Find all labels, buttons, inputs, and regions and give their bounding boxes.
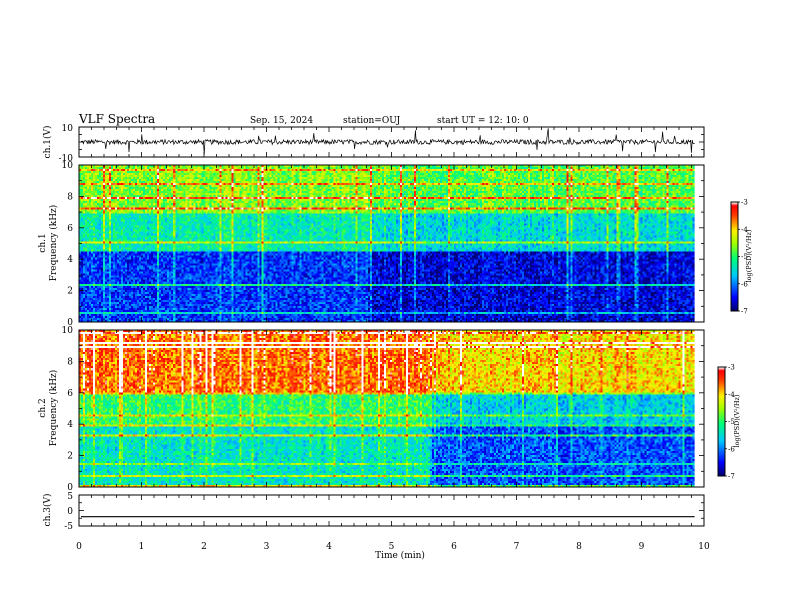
colorbar-tick-label: -5 bbox=[728, 418, 735, 426]
x-tick-label: 3 bbox=[264, 542, 270, 552]
frequency-tick-label: 0 bbox=[67, 483, 73, 493]
spec1-ylabel: Frequency (kHz) bbox=[48, 205, 59, 282]
ch1-ytick-bottom: -10 bbox=[59, 154, 74, 164]
spec1-tick-marks bbox=[78, 164, 705, 323]
ch3-ytick-bottom: -5 bbox=[64, 522, 73, 532]
spec1-colorbar bbox=[731, 202, 738, 311]
x-axis-label: Time (min) bbox=[375, 550, 425, 561]
spec1-ytick-labels: 0 2 4 6 8 10 bbox=[62, 161, 74, 328]
x-tick-label: 0 bbox=[76, 542, 82, 552]
x-axis-tick-labels: 0 1 2 3 4 5 6 7 8 9 10 bbox=[76, 542, 710, 552]
colorbar-tick-label: -7 bbox=[728, 473, 735, 481]
ch1-ylabel: ch.1(V) bbox=[42, 126, 53, 159]
frequency-tick-label: 8 bbox=[67, 192, 73, 202]
spec2-ylabel-channel: ch.2 bbox=[38, 398, 48, 417]
station-label: station=OUJ bbox=[343, 116, 401, 126]
frequency-tick-label: 10 bbox=[62, 161, 74, 171]
x-tick-label: 7 bbox=[514, 542, 520, 552]
ch3-tick-marks bbox=[78, 494, 705, 527]
frequency-tick-label: 10 bbox=[62, 326, 74, 336]
start-time-label: start UT = 12: 10: 0 bbox=[437, 116, 529, 126]
frequency-tick-label: 2 bbox=[67, 287, 73, 297]
frequency-tick-label: 8 bbox=[67, 357, 73, 367]
ch3-ylabel: ch.3(V) bbox=[42, 494, 53, 527]
frequency-tick-label: 2 bbox=[67, 452, 73, 462]
ch3-ytick-mid: 0 bbox=[67, 507, 73, 517]
spec2-colorbar-label: log(PSD)(V²/Hz) bbox=[733, 394, 741, 447]
ch1-tick-marks bbox=[78, 126, 705, 158]
x-tick-label: 4 bbox=[326, 542, 332, 552]
spec1-heatmap bbox=[79, 165, 695, 322]
colorbar-tick-label: -6 bbox=[741, 280, 748, 288]
colorbar-tick-label: -6 bbox=[728, 445, 735, 453]
x-tick-label: 8 bbox=[576, 542, 582, 552]
frequency-tick-label: 6 bbox=[67, 389, 73, 399]
frequency-tick-label: 4 bbox=[67, 420, 73, 430]
spec1-colorbar-ticks: -3 -4 -5 -6 -7 bbox=[738, 199, 748, 316]
spec2-colorbar bbox=[718, 367, 725, 476]
spec2-colorbar-ticks: -3 -4 -5 -6 -7 bbox=[725, 364, 735, 481]
frequency-tick-label: 4 bbox=[67, 255, 73, 265]
spec1-colorbar-label: log(PSD)(V²/Hz) bbox=[745, 229, 753, 282]
spec1-ylabel-channel: ch.1 bbox=[38, 233, 48, 252]
ch3-ytick-top: 5 bbox=[67, 492, 73, 502]
ch3-waveform-panel: 5 0 -5 ch.3(V) bbox=[42, 492, 705, 532]
spec2-ytick-labels: 0 2 4 6 8 10 bbox=[62, 326, 74, 493]
colorbar-tick-label: -3 bbox=[728, 364, 735, 372]
spec2-tick-marks bbox=[78, 329, 705, 488]
colorbar-tick-label: -7 bbox=[741, 308, 748, 316]
ch1-waveform-panel: 10 -10 ch.1(V) bbox=[42, 124, 705, 164]
frequency-tick-label: 0 bbox=[67, 318, 73, 328]
x-tick-label: 1 bbox=[139, 542, 145, 552]
spec2-heatmap bbox=[79, 330, 695, 487]
colorbar-tick-label: -5 bbox=[741, 253, 748, 261]
x-tick-label: 6 bbox=[451, 542, 457, 552]
date-label: Sep. 15, 2024 bbox=[250, 116, 313, 126]
x-tick-label: 5 bbox=[389, 542, 395, 552]
spec2-ylabel: Frequency (kHz) bbox=[48, 370, 59, 447]
frequency-tick-label: 6 bbox=[67, 224, 73, 234]
ch1-ytick-top: 10 bbox=[62, 124, 74, 134]
x-tick-label: 9 bbox=[639, 542, 645, 552]
colorbar-tick-label: -4 bbox=[741, 226, 748, 234]
ch3-background bbox=[79, 495, 704, 526]
ch1-trace-line bbox=[80, 128, 695, 155]
x-tick-label: 10 bbox=[698, 542, 710, 552]
figure-title: VLF Spectra bbox=[78, 112, 155, 126]
colorbar-tick-label: -4 bbox=[728, 391, 735, 399]
colorbar-tick-label: -3 bbox=[741, 199, 748, 207]
x-tick-label: 2 bbox=[201, 542, 207, 552]
